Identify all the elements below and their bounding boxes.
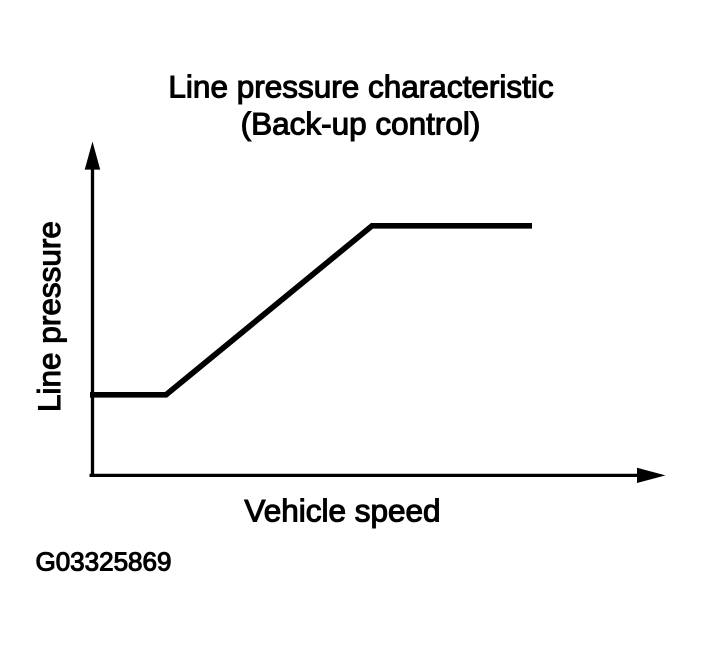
svg-text:(Back-up control): (Back-up control) bbox=[241, 106, 481, 142]
svg-text:Vehicle speed: Vehicle speed bbox=[244, 493, 440, 529]
svg-text:Line pressure characteristic: Line pressure characteristic bbox=[168, 69, 553, 105]
svg-text:Line pressure: Line pressure bbox=[31, 221, 67, 412]
svg-text:G03325869: G03325869 bbox=[36, 547, 172, 577]
